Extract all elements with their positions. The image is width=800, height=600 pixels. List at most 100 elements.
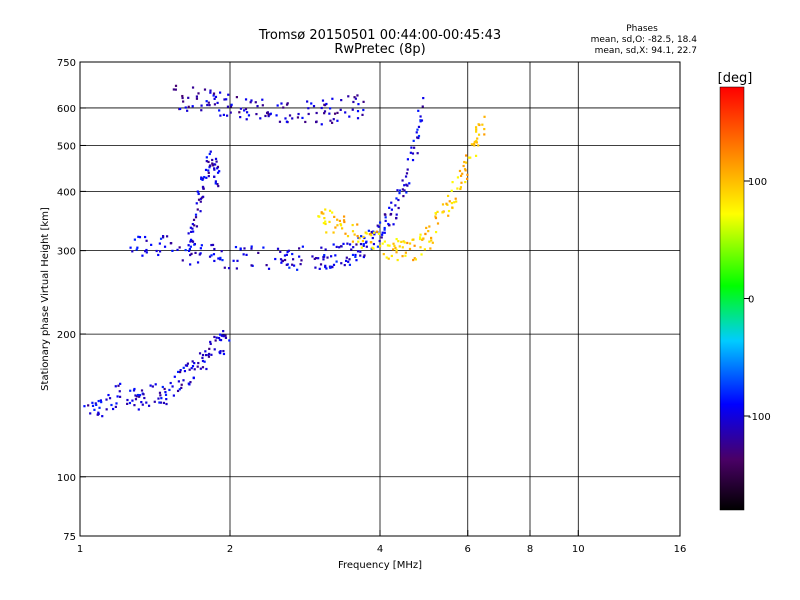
scatter-point: [445, 202, 448, 205]
scatter-point: [221, 259, 224, 262]
scatter-point: [414, 258, 418, 261]
scatter-point: [351, 240, 355, 243]
scatter-point: [412, 139, 415, 142]
scatter-point: [333, 215, 336, 218]
scatter-point: [350, 248, 353, 251]
scatter-point: [362, 243, 365, 246]
scatter-point: [250, 247, 253, 250]
scatter-point: [417, 136, 420, 140]
scatter-point: [401, 179, 404, 182]
scatter-point: [390, 208, 394, 211]
scatter-point: [216, 167, 219, 170]
scatter-point: [188, 383, 191, 386]
scatter-point: [268, 113, 272, 116]
scatter-point: [456, 176, 460, 179]
scatter-point: [214, 182, 217, 185]
scatter-point: [334, 254, 337, 257]
scatter-point: [87, 404, 90, 407]
scatter-point: [223, 266, 226, 269]
grid-lines: [80, 62, 680, 536]
scatter-point: [357, 103, 360, 106]
scatter-point: [393, 244, 396, 247]
scatter-point: [179, 369, 182, 372]
scatter-point: [199, 252, 202, 255]
scatter-point: [115, 402, 118, 405]
scatter-point: [342, 215, 346, 218]
scatter-point: [140, 400, 143, 404]
scatter-point: [158, 401, 161, 404]
scatter-point: [406, 241, 409, 245]
scatter-point: [207, 355, 211, 358]
scatter-point: [297, 112, 300, 116]
scatter-point: [367, 229, 370, 232]
scatter-point: [151, 385, 154, 388]
scatter-point: [345, 256, 348, 259]
scatter-point: [378, 239, 381, 243]
scatter-point: [145, 251, 148, 254]
scatter-point: [446, 194, 450, 198]
scatter-point: [339, 222, 342, 226]
scatter-point: [199, 367, 202, 370]
scatter-point: [235, 96, 238, 99]
scatter-point: [213, 247, 216, 251]
scatter-point: [434, 215, 437, 218]
scatter-point: [346, 235, 350, 238]
y-tick-label: 600: [57, 104, 76, 115]
scatter-point: [312, 104, 316, 108]
scatter-point: [250, 99, 253, 102]
scatter-point: [483, 133, 486, 136]
scatter-point: [362, 244, 365, 247]
phase-stats-x: mean, sd,X: 94.1, 22.7: [595, 46, 697, 56]
scatter-point: [470, 143, 473, 146]
scatter-point: [397, 198, 400, 202]
scatter-point: [321, 99, 325, 102]
scatter-point: [413, 257, 416, 260]
scatter-point: [283, 254, 287, 257]
scatter-point: [319, 263, 323, 266]
scatter-point: [342, 242, 345, 245]
scatter-point: [220, 334, 223, 337]
scatter-point: [377, 225, 380, 228]
scatter-point: [145, 248, 148, 252]
scatter-point: [204, 168, 208, 172]
scatter-point: [222, 113, 225, 116]
colorbar-ticks: 100 0 -100: [744, 177, 771, 423]
scatter-point: [396, 189, 399, 192]
scatter-point: [320, 123, 323, 126]
scatter-point: [224, 334, 227, 337]
scatter-point: [388, 244, 391, 247]
scatter-point: [212, 164, 215, 167]
scatter-point: [185, 364, 189, 367]
scatter-point: [197, 198, 201, 201]
scatter-point: [419, 115, 422, 118]
scatter-point: [184, 106, 187, 109]
x-axis-label: Frequency [MHz]: [338, 560, 422, 571]
colorbar-label: [deg]: [718, 71, 753, 86]
scatter-point: [204, 353, 208, 357]
scatter-point: [459, 174, 463, 177]
scatter-point: [320, 106, 323, 110]
scatter-point: [137, 408, 140, 411]
scatter-point: [322, 258, 325, 261]
scatter-point: [354, 255, 357, 258]
scatter-point: [145, 401, 148, 404]
scatter-point: [187, 96, 190, 99]
scatter-point: [200, 176, 203, 179]
scatter-point: [447, 214, 450, 217]
scatter-point: [281, 259, 284, 263]
colorbar-tick-label: 100: [748, 177, 767, 188]
scatter-point: [126, 398, 129, 402]
scatter-point: [133, 404, 136, 407]
scatter-point: [163, 245, 167, 248]
scatter-point: [287, 249, 291, 252]
scatter-point: [203, 88, 207, 91]
scatter-point: [453, 201, 456, 204]
scatter-point: [155, 249, 158, 253]
scatter-point: [361, 239, 365, 243]
scatter-point: [362, 100, 365, 103]
scatter-point: [138, 394, 142, 397]
scatter-point: [333, 112, 337, 115]
scatter-point: [323, 112, 326, 115]
scatter-point: [394, 246, 397, 250]
scatter-point: [187, 105, 190, 108]
